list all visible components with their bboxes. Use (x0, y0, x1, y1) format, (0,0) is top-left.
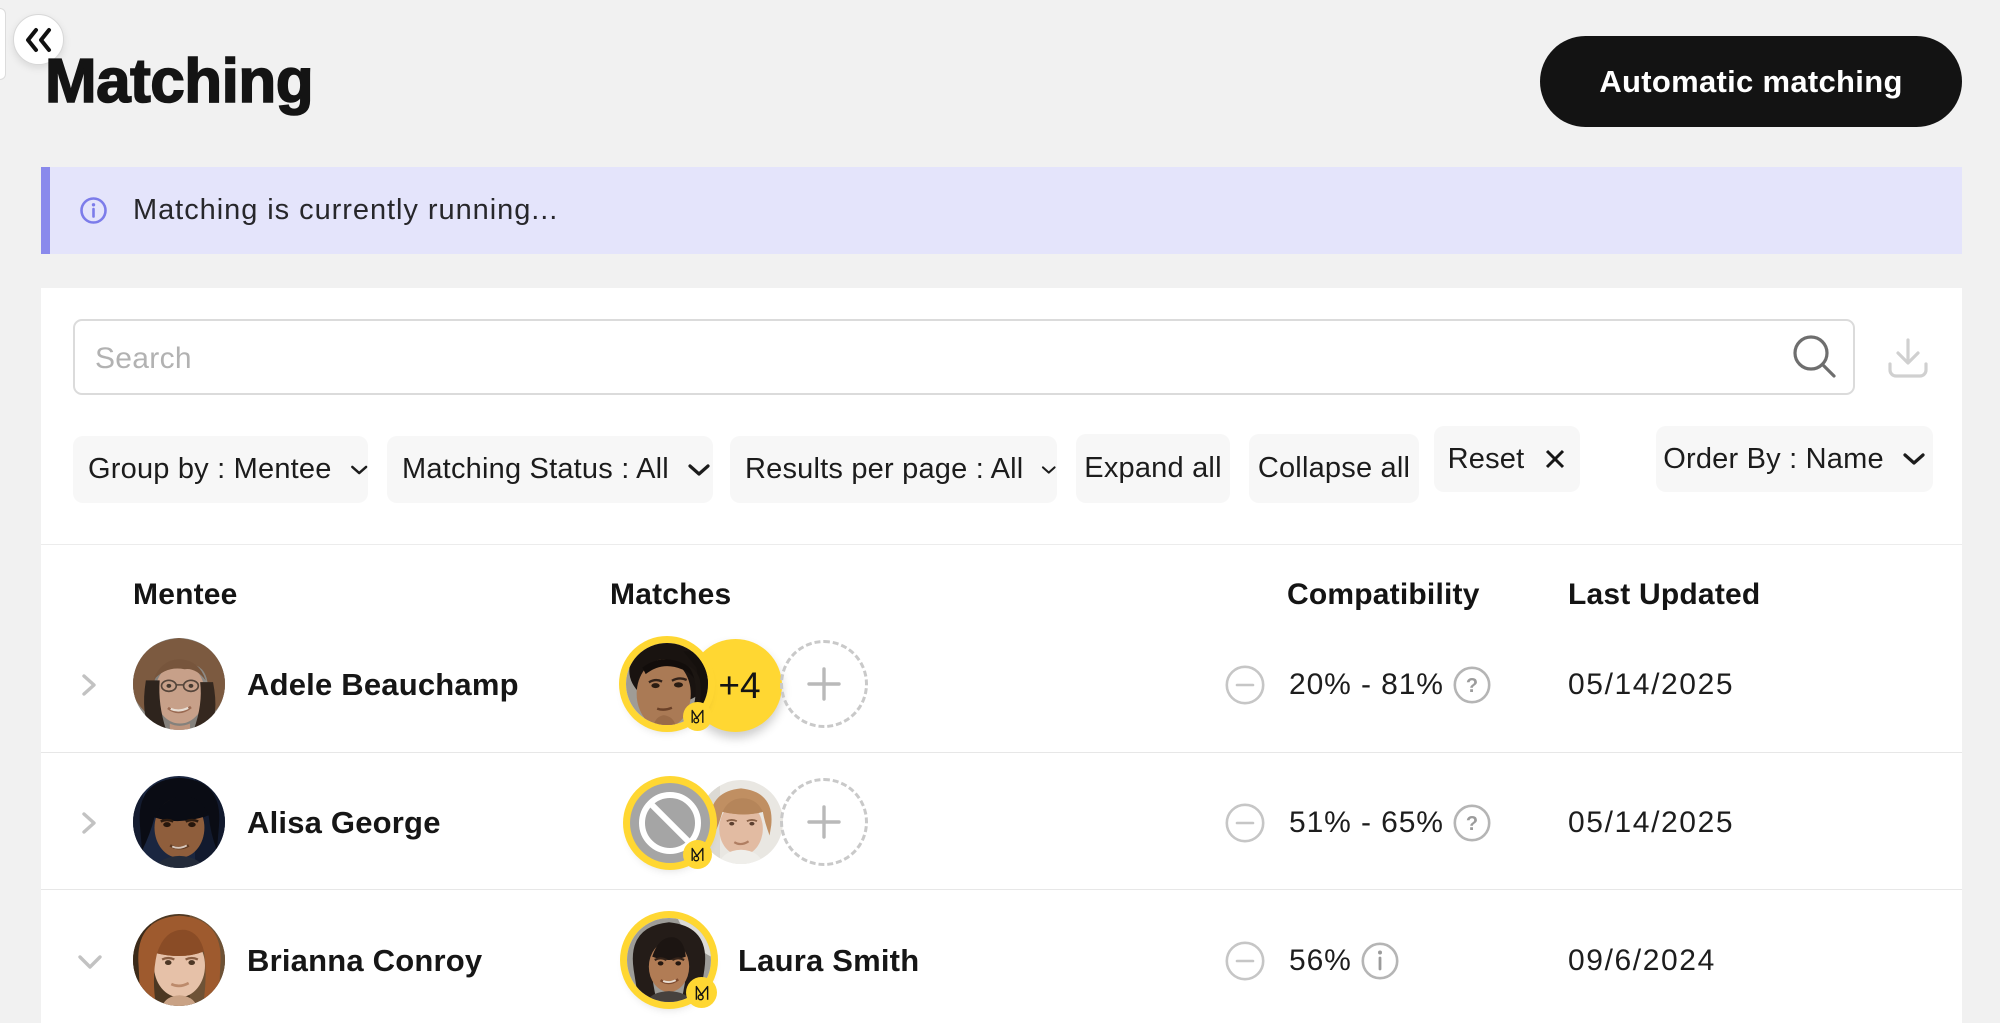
svg-text:?: ? (1466, 675, 1478, 697)
svg-text:?: ? (1466, 813, 1478, 835)
